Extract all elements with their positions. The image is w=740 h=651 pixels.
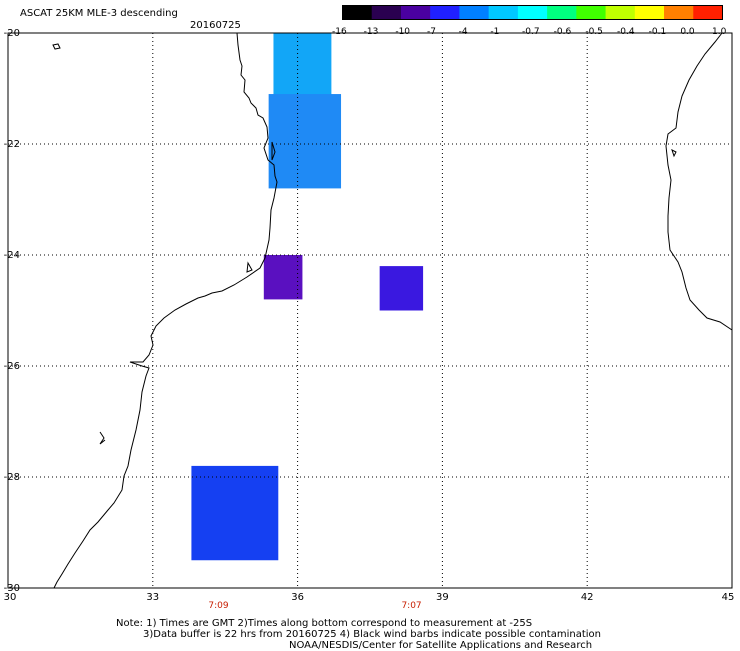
lon-tick-label: 30 xyxy=(3,592,17,603)
lat-tick-label: -20 xyxy=(3,28,20,39)
island-small-1 xyxy=(52,43,61,50)
colorbar-cell xyxy=(488,5,519,20)
colorbar-cell xyxy=(634,5,665,20)
note-line-3: NOAA/NESDIS/Center for Satellite Applica… xyxy=(289,640,593,651)
lon-tick-label: 33 xyxy=(146,592,160,603)
colorbar-cell xyxy=(342,5,373,20)
colorbar-label: -4 xyxy=(458,27,468,37)
colorbar-cell xyxy=(400,5,431,20)
colorbar-label: -0.5 xyxy=(585,27,603,37)
island-inhaca xyxy=(246,261,253,273)
note-line-1: Note: 1) Times are GMT 2)Times along bot… xyxy=(116,618,533,629)
map-frame xyxy=(7,32,733,589)
colorbar-label: -16 xyxy=(332,27,347,37)
colorbar-cell xyxy=(371,5,402,20)
swath-north-lower xyxy=(268,94,342,189)
colorbar-label: -0.4 xyxy=(617,27,635,37)
colorbar-cell xyxy=(693,5,723,20)
colorbar-label: -13 xyxy=(363,27,379,37)
coastline-africa xyxy=(53,32,278,589)
swath-layer xyxy=(191,33,424,561)
colorbar-label: -0.7 xyxy=(522,27,540,37)
colorbar-cell xyxy=(430,5,460,20)
colorbar-cell xyxy=(605,5,636,20)
colorbar-label: -0.6 xyxy=(553,27,572,37)
colorbar-cell xyxy=(576,5,607,20)
lat-tick-label: -24 xyxy=(3,250,20,261)
coastline-madagascar xyxy=(665,32,733,331)
lon-tick-label: 36 xyxy=(291,592,304,603)
colorbar-label: -10 xyxy=(395,27,411,37)
island-small-2 xyxy=(671,149,677,158)
lat-tick-label: -30 xyxy=(3,583,20,594)
island-bazaruto xyxy=(271,141,276,161)
colorbar-label: -7 xyxy=(427,27,436,37)
lat-tick-label: -26 xyxy=(3,361,20,372)
product-date: 20160725 xyxy=(190,20,241,31)
colorbar-label: -0.1 xyxy=(648,27,667,37)
swath-mid-coast xyxy=(263,255,303,300)
lat-tick-label: -28 xyxy=(3,472,20,483)
colorbar-label: -1 xyxy=(490,27,500,37)
lon-tick-label: 45 xyxy=(721,592,735,603)
swath-mid-offshore xyxy=(379,266,424,311)
orbit-time-label: 7:09 xyxy=(208,601,229,611)
colorbar-cell xyxy=(664,5,694,20)
colorbar-label: 1.0 xyxy=(712,27,727,37)
colorbar-label: 0.0 xyxy=(680,27,695,37)
colorbar-cell xyxy=(517,5,548,20)
colorbar-cell xyxy=(459,5,490,20)
colorbar-cell xyxy=(547,5,577,20)
swath-south xyxy=(191,465,279,561)
colorbar xyxy=(342,5,723,20)
lon-tick-label: 42 xyxy=(580,592,594,603)
product-title: ASCAT 25KM MLE-3 descending xyxy=(20,8,178,19)
lake-inland xyxy=(99,431,106,445)
lon-tick-label: 39 xyxy=(436,592,449,603)
lat-tick-label: -22 xyxy=(3,139,20,150)
orbit-time-label: 7:07 xyxy=(401,601,422,611)
note-line-2: 3)Data buffer is 22 hrs from 20160725 4)… xyxy=(143,629,601,640)
grid-lines xyxy=(8,33,732,588)
